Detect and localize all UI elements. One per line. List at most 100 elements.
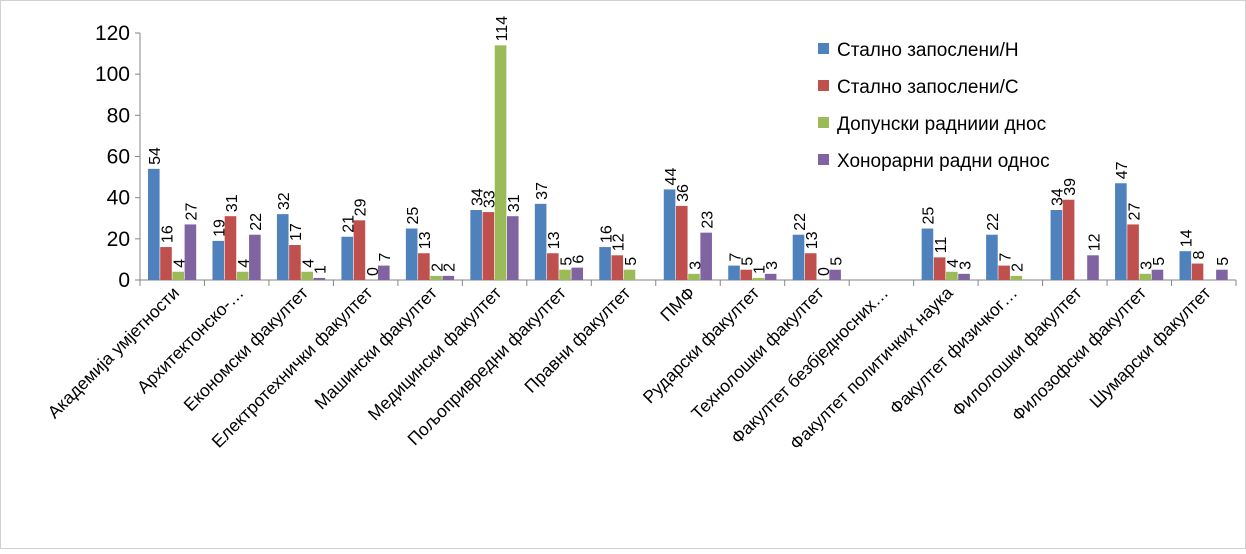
data-label: 33 [482, 190, 499, 208]
bar [998, 265, 1010, 280]
legend-swatch [818, 43, 829, 54]
bar [599, 247, 611, 280]
data-label: 3 [764, 261, 781, 270]
data-label: 14 [1179, 229, 1196, 247]
data-label: 17 [288, 223, 305, 241]
data-label: 11 [933, 237, 950, 254]
legend-label: Стално запослени/Н [837, 40, 1019, 61]
data-label: 1 [752, 265, 769, 274]
data-label: 2 [1010, 263, 1027, 272]
data-label: 23 [699, 211, 716, 229]
bar [1062, 199, 1075, 280]
data-label: 5 [828, 257, 845, 266]
data-label: 6 [571, 255, 588, 264]
legend-swatch [818, 117, 829, 128]
data-label: 36 [675, 184, 692, 202]
data-label: 114 [494, 16, 511, 42]
data-label: 27 [184, 203, 201, 221]
y-tick-label: 20 [107, 228, 130, 251]
bar [212, 240, 225, 280]
data-label: 12 [1086, 233, 1103, 251]
data-label: 32 [276, 192, 293, 210]
bar [1010, 275, 1023, 280]
bar [688, 273, 700, 280]
bar [1151, 269, 1164, 280]
data-label: 31 [224, 194, 241, 212]
data-label: 2 [429, 263, 446, 272]
bar [728, 265, 740, 280]
data-label: 5 [1215, 257, 1232, 266]
data-label: 25 [405, 207, 422, 225]
bar [1216, 269, 1228, 280]
bar [829, 269, 841, 280]
bar [249, 234, 261, 280]
bar [341, 236, 354, 280]
bar [418, 253, 430, 280]
bar [764, 273, 777, 280]
legend-swatch [818, 154, 829, 165]
data-label: 34 [1050, 188, 1067, 206]
bar [405, 228, 418, 280]
bar [534, 203, 547, 280]
y-tick-label: 60 [107, 146, 130, 169]
bar [700, 232, 712, 280]
bar [378, 265, 390, 280]
bar [289, 245, 301, 280]
data-label: 8 [1191, 251, 1208, 260]
bar [430, 275, 442, 280]
bar [921, 228, 934, 280]
data-label: 5 [1151, 257, 1168, 266]
bar [571, 267, 584, 280]
data-label: 4 [300, 259, 317, 268]
data-label: 1 [313, 265, 330, 274]
bar [547, 253, 559, 280]
legend-label: Допунски радниии днос [837, 114, 1046, 135]
data-label: 7 [377, 253, 394, 262]
data-label: 37 [534, 182, 551, 200]
bar [675, 205, 688, 280]
legend-label: Стално запослени/С [837, 77, 1019, 98]
data-label: 4 [236, 259, 253, 268]
bar [482, 212, 495, 280]
bar [184, 224, 197, 280]
data-label: 7 [997, 253, 1014, 262]
bar [1191, 263, 1204, 280]
data-label: 12 [611, 233, 628, 251]
data-label: 0 [365, 267, 382, 276]
bar [148, 168, 160, 280]
y-tick-label: 80 [107, 104, 130, 127]
data-label: 47 [1114, 161, 1131, 179]
bar [623, 269, 636, 280]
bar [470, 210, 482, 280]
bar [301, 271, 313, 280]
data-label: 7 [727, 253, 744, 262]
bar [224, 216, 237, 280]
bar [313, 277, 326, 280]
data-label: 22 [792, 213, 809, 231]
data-label: 29 [353, 198, 370, 216]
data-label: 39 [1062, 178, 1079, 196]
data-label: 19 [212, 219, 229, 237]
bar [804, 253, 817, 280]
data-label: 21 [341, 215, 358, 233]
data-label: 27 [1126, 203, 1143, 221]
data-label: 3 [1139, 261, 1156, 270]
bar [1127, 224, 1139, 280]
bar [1139, 273, 1152, 280]
bar [442, 275, 455, 280]
data-label: 16 [159, 225, 176, 243]
data-label: 0 [816, 267, 833, 276]
bar [986, 234, 998, 280]
data-label: 25 [921, 207, 938, 225]
bar [160, 247, 172, 280]
data-label: 54 [147, 147, 164, 165]
legend-swatch [818, 80, 829, 91]
data-label: 13 [417, 231, 434, 249]
data-label: 5 [623, 257, 640, 266]
data-label: 3 [687, 261, 704, 270]
bar [236, 271, 249, 280]
data-label: 22 [985, 213, 1002, 231]
data-label: 44 [663, 168, 680, 186]
bar [1087, 255, 1099, 280]
